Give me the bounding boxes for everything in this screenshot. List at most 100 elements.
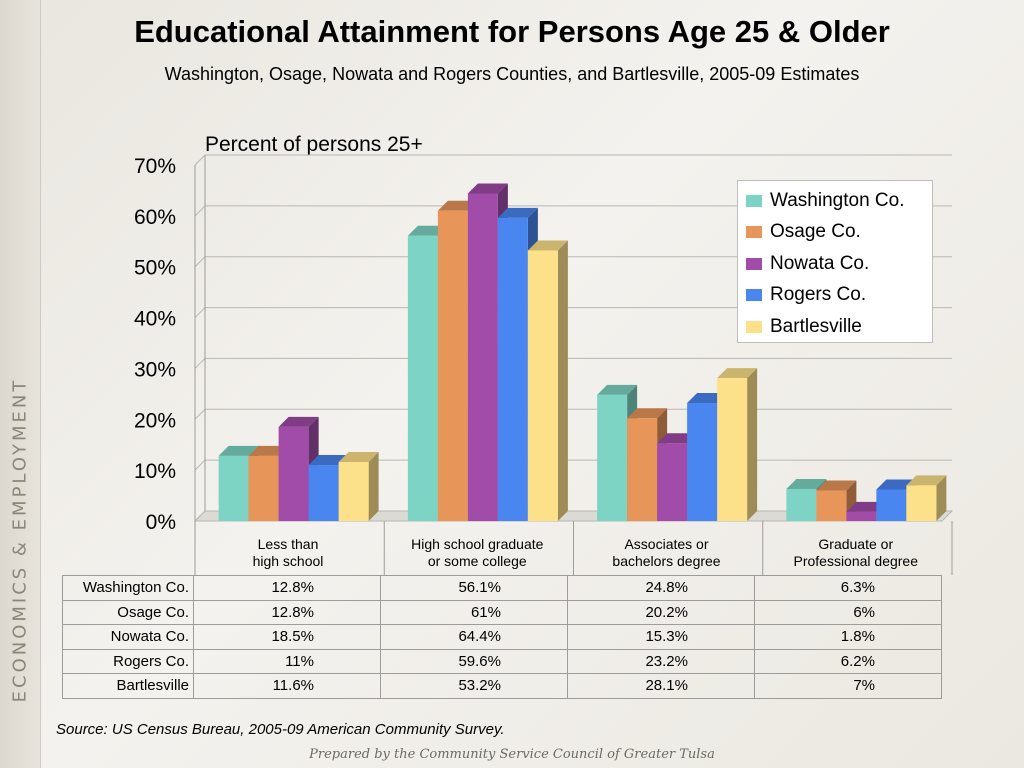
- x-category-label: High school graduate or some college: [411, 536, 544, 569]
- table-cell: 11%: [193, 648, 381, 674]
- legend-item: Bartlesville: [746, 311, 924, 343]
- table-cell: 11.6%: [193, 673, 381, 699]
- x-category-label: Less than high school: [252, 536, 324, 569]
- bar-top: [906, 475, 947, 486]
- x-category-label: Associates or bachelors degree: [612, 536, 721, 569]
- chart-subtitle: Washington, Osage, Nowata and Rogers Cou…: [164, 64, 860, 84]
- bar-washington-co--0: [218, 455, 249, 521]
- bar-side: [368, 452, 379, 521]
- bar-rogers-co--1: [497, 217, 528, 522]
- bar-osage-co--1: [437, 210, 468, 521]
- bar-nowata-co--0: [278, 426, 309, 521]
- y-tick-label: 10%: [134, 460, 176, 483]
- legend-swatch: [746, 194, 762, 207]
- legend-item: Osage Co.: [746, 217, 924, 249]
- bar-nowata-co--3: [846, 511, 877, 521]
- bar-osage-co--0: [248, 455, 279, 521]
- table-cell: 12.8%: [193, 575, 381, 601]
- table-cell: 6.2%: [754, 648, 942, 674]
- table-cell: 56.1%: [380, 575, 568, 601]
- table-cell: 20.2%: [567, 599, 755, 625]
- legend: Washington Co. Osage Co. Nowata Co. Rogers …: [737, 180, 933, 343]
- bar-nowata-co--1: [467, 193, 498, 522]
- bar-washington-co--1: [407, 235, 438, 522]
- legend-item: Washington Co.: [746, 185, 924, 217]
- bar-rogers-co--3: [876, 489, 907, 521]
- table-cell: 1.8%: [754, 624, 942, 650]
- gridline-side: [194, 459, 206, 471]
- bar-top: [497, 207, 538, 218]
- bar-bartlesville-1: [527, 250, 558, 521]
- legend-item: Nowata Co.: [746, 248, 924, 280]
- table-row: Washington Co. 12.8% 56.1% 24.8% 6.3%: [62, 575, 942, 601]
- legend-swatch: [746, 289, 762, 302]
- table-cell: 6.3%: [754, 575, 942, 601]
- bar-bartlesville-2: [717, 378, 748, 521]
- gridline-side: [194, 510, 206, 522]
- y-axis-title: Percent of persons 25+: [205, 133, 423, 156]
- bar-rogers-co--2: [687, 403, 718, 521]
- bar-side: [747, 368, 758, 521]
- bar-top: [338, 452, 379, 463]
- bar-top: [527, 240, 568, 251]
- footer-credit: Prepared by the Community Service Counci…: [309, 747, 715, 762]
- bar-washington-co--3: [786, 488, 817, 521]
- table-row-name: Washington Co.: [62, 575, 194, 601]
- legend-label: Osage Co.: [770, 221, 861, 243]
- table-cell: 61%: [380, 599, 568, 625]
- table-cell: 28.1%: [567, 673, 755, 699]
- y-tick-label: 50%: [134, 257, 176, 280]
- bar-rogers-co--0: [308, 465, 339, 521]
- table-row: Osage Co. 12.8% 61% 20.2% 6%: [62, 599, 942, 625]
- gridline-side: [194, 307, 206, 318]
- gridline-side: [194, 205, 206, 217]
- source-note: Source: US Census Bureau, 2005-09 Americ…: [56, 721, 505, 738]
- gridline-side: [194, 408, 206, 420]
- table-cell: 18.5%: [193, 624, 381, 650]
- table-cell: 7%: [754, 673, 942, 699]
- bar-nowata-co--2: [657, 443, 688, 521]
- bar-osage-co--3: [816, 490, 847, 521]
- table-row: Nowata Co. 18.5% 64.4% 15.3% 1.8%: [62, 624, 942, 650]
- table-row-name: Osage Co.: [62, 599, 194, 625]
- bar-washington-co--2: [597, 394, 628, 521]
- bar-top: [218, 445, 259, 456]
- gridline-side: [194, 154, 206, 166]
- y-tick-label: 30%: [134, 358, 176, 381]
- table-row-name: Rogers Co.: [62, 648, 194, 674]
- y-tick-label: 40%: [134, 308, 176, 331]
- bar-top: [467, 183, 508, 194]
- bar-top: [717, 368, 758, 379]
- table-row: Bartlesville 11.6% 53.2% 28.1% 7%: [62, 673, 942, 699]
- side-band: [0, 0, 41, 768]
- gridline-side: [194, 358, 206, 369]
- bar-osage-co--2: [627, 418, 658, 521]
- table-cell: 64.4%: [380, 624, 568, 650]
- y-tick-label: 60%: [134, 206, 176, 229]
- legend-item: Rogers Co.: [746, 280, 924, 312]
- table-row-name: Bartlesville: [62, 673, 194, 699]
- legend-label: Bartlesville: [770, 315, 862, 337]
- y-tick-label: 70%: [134, 155, 176, 178]
- table-row-name: Nowata Co.: [62, 624, 194, 650]
- bar-top: [597, 384, 638, 395]
- legend-swatch: [746, 257, 762, 270]
- bar-side: [936, 475, 947, 521]
- bar-top: [816, 480, 857, 491]
- table-cell: 59.6%: [380, 648, 568, 674]
- bar-bartlesville-0: [338, 462, 369, 521]
- bar-top: [278, 416, 319, 427]
- legend-label: Nowata Co.: [770, 252, 870, 274]
- chart-title: Educational Attainment for Persons Age 2…: [134, 14, 890, 49]
- table-cell: 12.8%: [193, 599, 381, 625]
- x-category-label: Graduate or Professional degree: [793, 536, 919, 569]
- y-tick-label: 0%: [146, 511, 176, 534]
- data-table: Washington Co. 12.8% 56.1% 24.8% 6.3% Osage C…: [62, 575, 942, 699]
- legend-swatch: [746, 320, 762, 333]
- gridline-side: [194, 256, 206, 268]
- legend-swatch: [746, 226, 762, 239]
- legend-label: Rogers Co.: [770, 284, 867, 306]
- bar-top: [786, 478, 827, 489]
- table-cell: 53.2%: [380, 673, 568, 699]
